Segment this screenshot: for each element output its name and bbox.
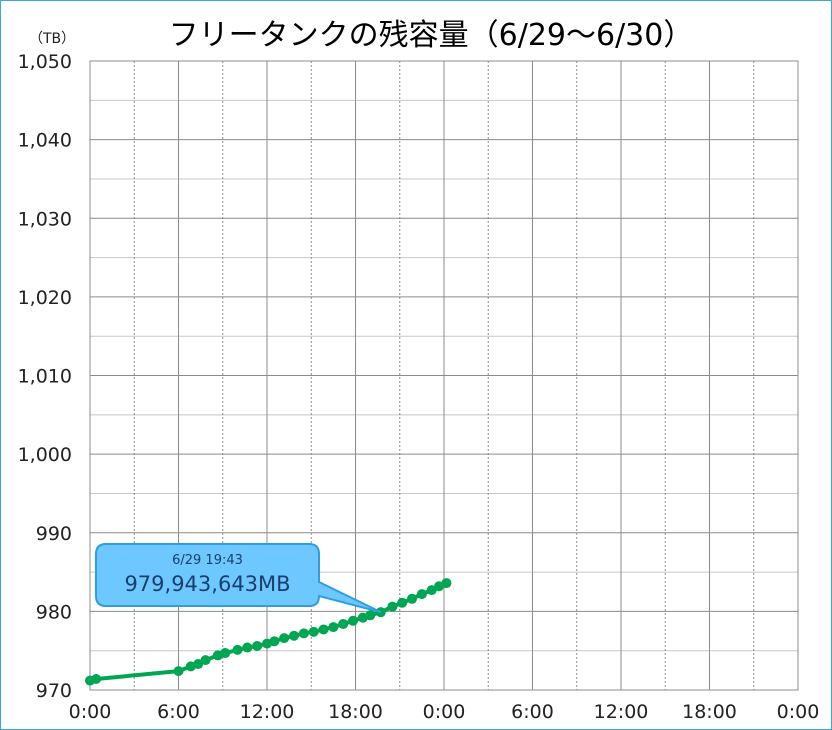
data-point <box>348 615 359 626</box>
data-point <box>220 648 231 659</box>
x-tick-label: 0:00 <box>69 701 112 723</box>
callout-time-label: 6/29 19:43 <box>172 553 243 568</box>
y-tick-label: 970 <box>36 680 72 702</box>
data-point <box>426 585 437 596</box>
x-tick-label: 18:00 <box>328 701 383 723</box>
data-point <box>242 642 253 653</box>
y-tick-label: 990 <box>36 523 72 545</box>
data-point <box>441 578 452 589</box>
data-point <box>269 636 280 647</box>
y-tick-label: 1,020 <box>18 287 72 309</box>
y-tick-label: 1,040 <box>18 130 72 152</box>
y-tick-label: 1,010 <box>18 366 72 388</box>
chart-title: フリータンクの残容量（6/29～6/30） <box>169 18 694 53</box>
data-point <box>279 633 290 644</box>
callout-bubble <box>95 543 382 614</box>
x-tick-label: 6:00 <box>511 701 554 723</box>
x-tick-label: 0:00 <box>423 701 466 723</box>
data-point <box>318 624 329 635</box>
data-point <box>289 630 300 641</box>
x-axis-ticks: 0:00 6:00 12:00 18:00 0:00 6:00 12:00 18:00 0:00 <box>69 701 820 723</box>
grid-lines <box>89 60 799 691</box>
y-tick-label: 1,000 <box>18 444 72 466</box>
x-tick-label: 0:00 <box>777 701 820 723</box>
y-tick-label: 1,050 <box>18 51 72 73</box>
x-tick-label: 18:00 <box>682 701 737 723</box>
y-axis-unit-label: （TB） <box>29 31 75 47</box>
data-point <box>397 597 408 608</box>
y-tick-label: 980 <box>36 601 72 623</box>
y-tick-label: 1,030 <box>18 208 72 230</box>
data-point <box>232 644 243 655</box>
data-point <box>252 640 263 651</box>
data-point <box>328 622 339 633</box>
value-callout: 6/29 19:43 979,943,643MB <box>95 543 382 614</box>
x-tick-label: 12:00 <box>594 701 649 723</box>
x-tick-label: 12:00 <box>240 701 295 723</box>
data-point <box>91 673 102 684</box>
data-point <box>416 589 427 600</box>
data-point <box>407 593 418 604</box>
data-point <box>193 659 204 670</box>
x-tick-label: 6:00 <box>157 701 200 723</box>
data-point <box>200 655 211 666</box>
y-axis-ticks: 970 980 990 1,000 1,010 1,020 1,030 1,040 1,050 <box>18 51 72 702</box>
data-point <box>387 601 398 612</box>
data-point <box>308 626 319 637</box>
data-point <box>298 628 309 639</box>
series-layer <box>85 578 452 686</box>
data-point <box>338 618 349 629</box>
callout-value-label: 979,943,643MB <box>124 572 290 596</box>
data-point <box>365 610 376 621</box>
data-point <box>173 666 184 677</box>
